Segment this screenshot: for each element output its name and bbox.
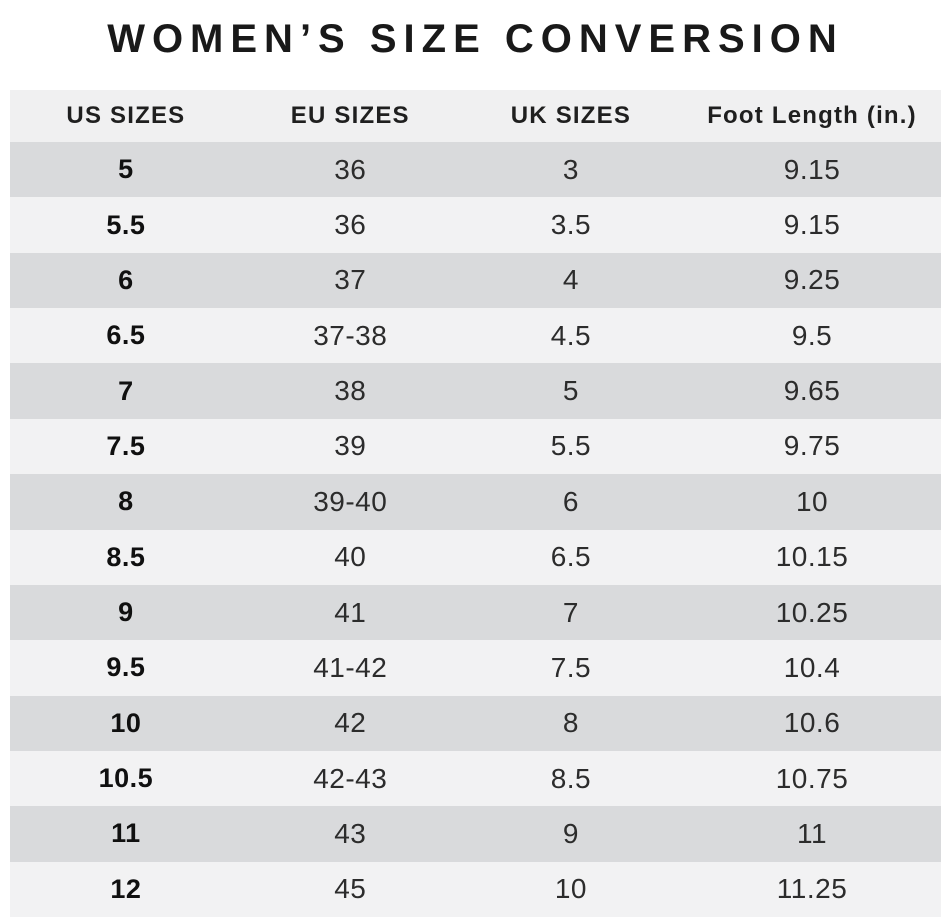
table-row: 12 45 10 11.25 bbox=[10, 861, 941, 917]
eu-size-cell: 41-42 bbox=[313, 651, 388, 683]
us-size-cell: 5 bbox=[118, 154, 134, 185]
page-title: WOMEN’S SIZE CONVERSION bbox=[107, 17, 844, 61]
uk-size-cell: 9 bbox=[562, 817, 579, 849]
uk-size-cell: 5.5 bbox=[550, 430, 592, 462]
column-header-us-sizes: US SIZES bbox=[66, 102, 186, 129]
foot-length-cell: 9.5 bbox=[791, 319, 833, 351]
foot-length-cell: 10.75 bbox=[775, 762, 849, 794]
foot-length-cell: 9.15 bbox=[783, 209, 841, 241]
foot-length-cell: 10.15 bbox=[775, 541, 849, 573]
us-size-cell: 6.5 bbox=[106, 320, 146, 351]
uk-size-cell: 10 bbox=[554, 873, 587, 905]
uk-size-cell: 7 bbox=[562, 596, 579, 628]
eu-size-cell: 39-40 bbox=[313, 485, 388, 517]
foot-length-cell: 9.65 bbox=[783, 375, 841, 407]
table-row: 5.5 36 3.5 9.15 bbox=[10, 197, 941, 253]
foot-length-cell: 10 bbox=[795, 485, 829, 517]
eu-size-cell: 37 bbox=[334, 264, 367, 296]
us-size-cell: 10.5 bbox=[98, 763, 154, 794]
uk-size-cell: 6 bbox=[562, 485, 579, 517]
column-header-eu-sizes: EU SIZES bbox=[290, 102, 410, 129]
table-row: 10 42 8 10.6 bbox=[10, 695, 941, 751]
foot-length-cell: 9.75 bbox=[783, 430, 841, 462]
eu-size-cell: 38 bbox=[334, 375, 367, 407]
table-row: 6 37 4 9.25 bbox=[10, 252, 941, 309]
us-size-cell: 7 bbox=[118, 375, 134, 406]
us-size-cell: 5.5 bbox=[106, 209, 146, 240]
us-size-cell: 9 bbox=[118, 597, 134, 628]
table-row: 7.5 39 5.5 9.75 bbox=[10, 418, 941, 475]
us-size-cell: 10 bbox=[110, 707, 142, 738]
table-row: 10.5 42-43 8.5 10.75 bbox=[10, 750, 941, 807]
uk-size-cell: 3.5 bbox=[550, 209, 592, 241]
table-row: 7 38 5 9.65 bbox=[10, 363, 941, 419]
table-row: 5 36 3 9.15 bbox=[10, 142, 941, 198]
uk-size-cell: 4.5 bbox=[550, 319, 592, 351]
eu-size-cell: 40 bbox=[334, 541, 367, 573]
table-row: 11 43 9 11 bbox=[10, 806, 941, 862]
us-size-cell: 7.5 bbox=[106, 430, 146, 461]
us-size-cell: 6 bbox=[118, 264, 134, 295]
foot-length-cell: 11.25 bbox=[776, 873, 848, 905]
column-header-foot-length: Foot Length (in.) bbox=[707, 102, 917, 129]
us-size-cell: 8.5 bbox=[106, 541, 146, 572]
uk-size-cell: 5 bbox=[562, 375, 579, 407]
uk-size-cell: 3 bbox=[562, 153, 579, 185]
us-size-cell: 12 bbox=[110, 873, 142, 904]
foot-length-cell: 10.6 bbox=[783, 707, 841, 739]
column-header-uk-sizes: UK SIZES bbox=[510, 102, 632, 129]
us-size-cell: 8 bbox=[118, 486, 134, 517]
eu-size-cell: 42 bbox=[334, 707, 367, 739]
eu-size-cell: 41 bbox=[334, 596, 367, 628]
foot-length-cell: 9.25 bbox=[783, 264, 841, 296]
uk-size-cell: 7.5 bbox=[550, 651, 592, 683]
us-size-cell: 9.5 bbox=[106, 652, 146, 683]
table-row: 6.5 37-38 4.5 9.5 bbox=[10, 308, 941, 364]
eu-size-cell: 39 bbox=[334, 430, 367, 462]
foot-length-cell: 11 bbox=[796, 817, 828, 849]
foot-length-cell: 9.15 bbox=[783, 153, 841, 185]
table-header-row: US SIZES EU SIZES UK SIZES Foot Length (… bbox=[10, 90, 941, 142]
uk-size-cell: 4 bbox=[562, 264, 579, 296]
foot-length-cell: 10.25 bbox=[775, 596, 849, 628]
table-row: 9 41 7 10.25 bbox=[10, 584, 941, 641]
us-size-cell: 11 bbox=[111, 818, 141, 849]
table-row: 8 39-40 6 10 bbox=[10, 474, 941, 530]
uk-size-cell: 6.5 bbox=[550, 541, 592, 573]
size-conversion-table: US SIZES EU SIZES UK SIZES Foot Length (… bbox=[10, 90, 941, 917]
eu-size-cell: 43 bbox=[334, 817, 367, 849]
eu-size-cell: 36 bbox=[334, 153, 367, 185]
eu-size-cell: 42-43 bbox=[313, 762, 388, 794]
eu-size-cell: 36 bbox=[334, 209, 367, 241]
uk-size-cell: 8.5 bbox=[550, 762, 592, 794]
foot-length-cell: 10.4 bbox=[783, 651, 841, 683]
table-row: 9.5 41-42 7.5 10.4 bbox=[10, 640, 941, 696]
table-row: 8.5 40 6.5 10.15 bbox=[10, 529, 941, 585]
eu-size-cell: 37-38 bbox=[313, 319, 388, 351]
eu-size-cell: 45 bbox=[334, 873, 367, 905]
uk-size-cell: 8 bbox=[562, 707, 579, 739]
